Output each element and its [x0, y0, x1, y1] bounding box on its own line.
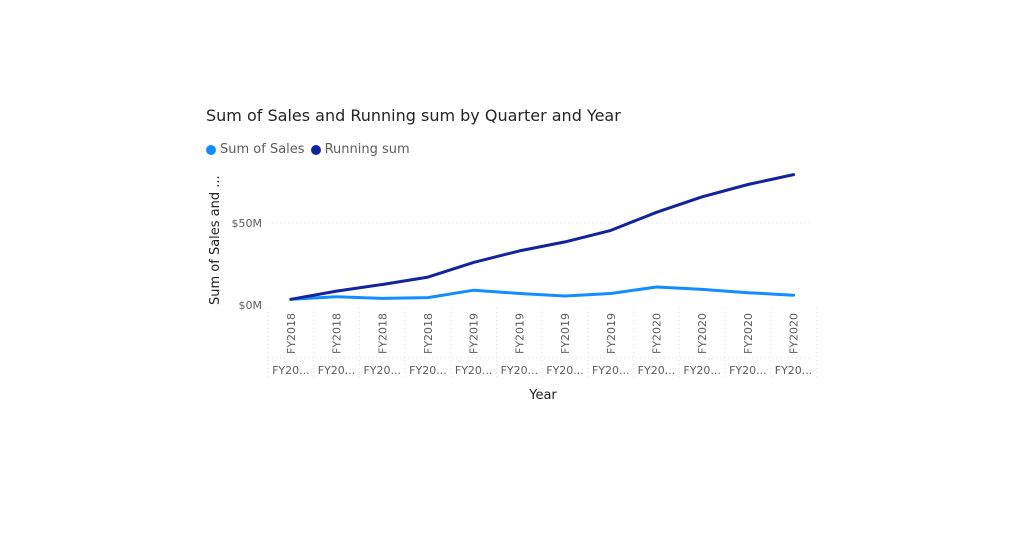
x-tick-label: FY2020 — [788, 313, 801, 354]
x-tick-sublabel: FY20... — [729, 364, 767, 377]
x-tick-label: FY2020 — [742, 313, 755, 354]
legend-item-sum-of-sales[interactable]: Sum of Sales — [206, 142, 305, 157]
x-axis-title: Year — [528, 388, 557, 403]
legend-label-running-sum: Running sum — [324, 142, 410, 157]
legend-label-sum-of-sales: Sum of Sales — [220, 142, 305, 157]
x-tick-sublabel: FY20... — [318, 364, 356, 377]
x-tick-label: FY2018 — [331, 313, 344, 354]
x-tick-sublabel: FY20... — [272, 364, 310, 377]
x-tick-sublabel: FY20... — [363, 364, 401, 377]
x-tick-label: FY2018 — [376, 313, 389, 354]
y-tick-label: $0M — [239, 299, 263, 312]
x-tick-label: FY2019 — [513, 313, 526, 354]
x-tick-label: FY2019 — [559, 313, 572, 354]
x-tick-label: FY2019 — [605, 313, 618, 354]
x-tick-label: FY2020 — [696, 313, 709, 354]
x-tick-label: FY2018 — [422, 313, 435, 354]
x-tick-sublabel: FY20... — [501, 364, 539, 377]
legend: Sum of Sales Running sum — [206, 142, 416, 157]
x-tick-sublabel: FY20... — [638, 364, 676, 377]
x-tick-sublabel: FY20... — [455, 364, 493, 377]
series-line-running-sum — [289, 173, 796, 301]
x-tick-sublabel: FY20... — [592, 364, 630, 377]
series-line-sum-of-sales — [289, 285, 796, 301]
y-tick-label: $50M — [232, 217, 263, 230]
x-tick-sublabel: FY20... — [409, 364, 447, 377]
x-tick-sublabel: FY20... — [775, 364, 813, 377]
x-tick-label: FY2019 — [468, 313, 481, 354]
x-tick-label: FY2020 — [650, 313, 663, 354]
x-tick-sublabel: FY20... — [546, 364, 584, 377]
legend-marker-running-sum — [310, 144, 321, 155]
y-axis-title: Sum of Sales and ... — [208, 175, 223, 305]
legend-item-running-sum[interactable]: Running sum — [310, 142, 410, 157]
legend-marker-sum-of-sales — [206, 144, 216, 155]
chart-title: Sum of Sales and Running sum by Quarter … — [206, 106, 621, 125]
x-tick-label: FY2018 — [285, 313, 298, 354]
x-tick-sublabel: FY20... — [683, 364, 721, 377]
